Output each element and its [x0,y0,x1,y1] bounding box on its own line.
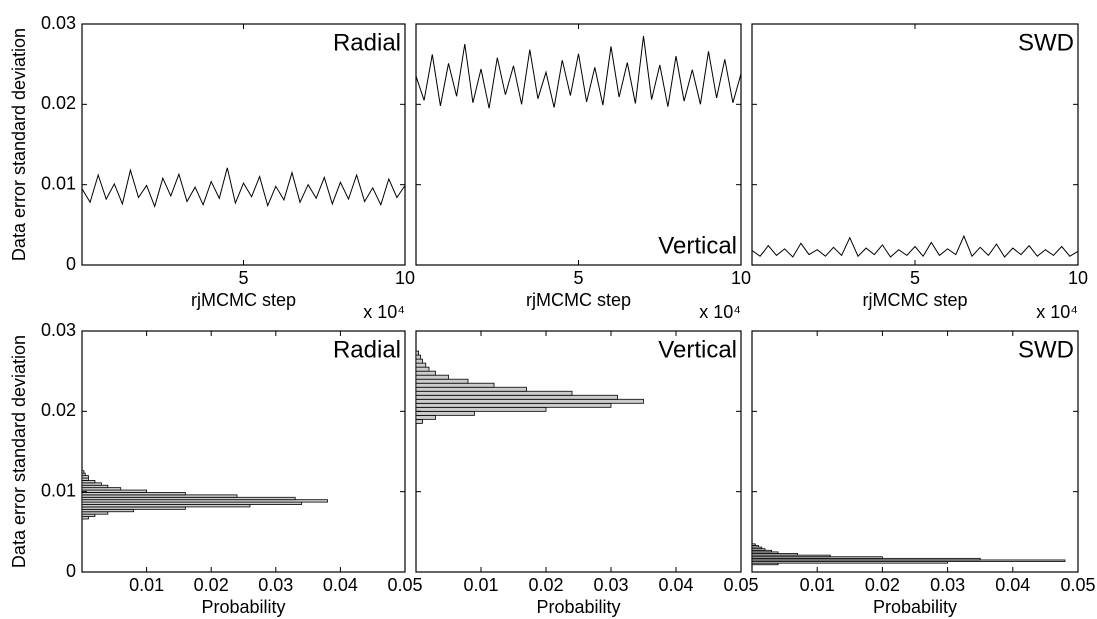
y-axis-label: Data error standard deviation [9,28,29,261]
panel-title: SWD [1018,29,1074,56]
y-tick-label: 0 [66,254,76,274]
histogram-bar [415,374,449,380]
x-scale-label: x 10⁴ [363,302,405,322]
panel-title: Vertical [658,336,737,363]
trace-line [751,234,1079,258]
x-tick-label: 5 [573,268,583,288]
x-tick-label: 0.05 [387,575,422,595]
x-tick-label: 10 [1068,268,1088,288]
y-tick-label: 0.03 [41,13,76,33]
histogram-bar [415,378,469,384]
x-tick-label: 10 [395,268,415,288]
x-tick-label: 0.04 [323,575,358,595]
x-tick-label: 0.03 [593,575,628,595]
x-scale-label: x 10⁴ [1036,302,1078,322]
plot-frame [415,23,742,266]
x-tick-label: 0.01 [800,575,835,595]
y-tick-label: 0.01 [41,173,76,193]
x-tick-label: 5 [910,268,920,288]
histogram-bar [415,350,419,356]
x-tick-label: 0.02 [865,575,900,595]
plot-frame [415,330,742,573]
histogram-bar [415,358,423,364]
x-axis-label: rjMCMC step [191,290,296,310]
x-tick-label: 0.05 [723,575,758,595]
histogram-bar [751,543,756,546]
y-axis-label: Data error standard deviation [9,335,29,568]
histogram-bar [415,362,427,368]
histogram-bar [415,382,495,388]
x-scale-label: x 10⁴ [699,302,741,322]
x-axis-label: Probability [873,597,957,617]
x-tick-label: 0.05 [1060,575,1095,595]
trace-line [415,35,742,109]
x-axis-label: Probability [201,597,285,617]
plot-frame [751,23,1079,266]
histogram-bar [415,402,612,408]
x-tick-label: 0.03 [258,575,293,595]
y-tick-label: 0.02 [41,400,76,420]
x-tick-label: 0.04 [995,575,1030,595]
plot-frame [81,330,406,573]
y-tick-label: 0.01 [41,480,76,500]
x-tick-label: 0.04 [658,575,693,595]
histogram-bar [415,366,430,372]
y-tick-label: 0.02 [41,93,76,113]
plot-frame [81,23,406,266]
histogram-bar [415,370,436,376]
histogram-bar [415,410,475,416]
x-tick-label: 0.01 [129,575,164,595]
plot-frame [751,330,1079,573]
x-axis-label: rjMCMC step [862,290,967,310]
x-axis-label: rjMCMC step [526,290,631,310]
panel-title: SWD [1018,336,1074,363]
panel-title: Radial [333,29,401,56]
x-tick-label: 5 [238,268,248,288]
histogram-bar [81,470,85,474]
histogram-bar [415,394,618,400]
x-tick-label: 0.01 [463,575,498,595]
histogram-bar [415,398,644,404]
histogram-bar [415,390,573,396]
y-tick-label: 0 [66,561,76,581]
x-tick-label: 0.03 [930,575,965,595]
x-tick-label: 0.02 [528,575,563,595]
trace-line [81,167,406,208]
x-axis-label: Probability [536,597,620,617]
x-tick-label: 10 [731,268,751,288]
panel-title: Vertical [658,232,737,259]
panel-title: Radial [333,336,401,363]
histogram-bar [415,386,527,392]
y-tick-label: 0.03 [41,320,76,340]
histogram-bar [415,354,421,360]
histogram-bar [415,418,423,424]
x-tick-label: 0.02 [194,575,229,595]
histogram-bar [415,414,436,420]
histogram-bar [415,406,547,412]
